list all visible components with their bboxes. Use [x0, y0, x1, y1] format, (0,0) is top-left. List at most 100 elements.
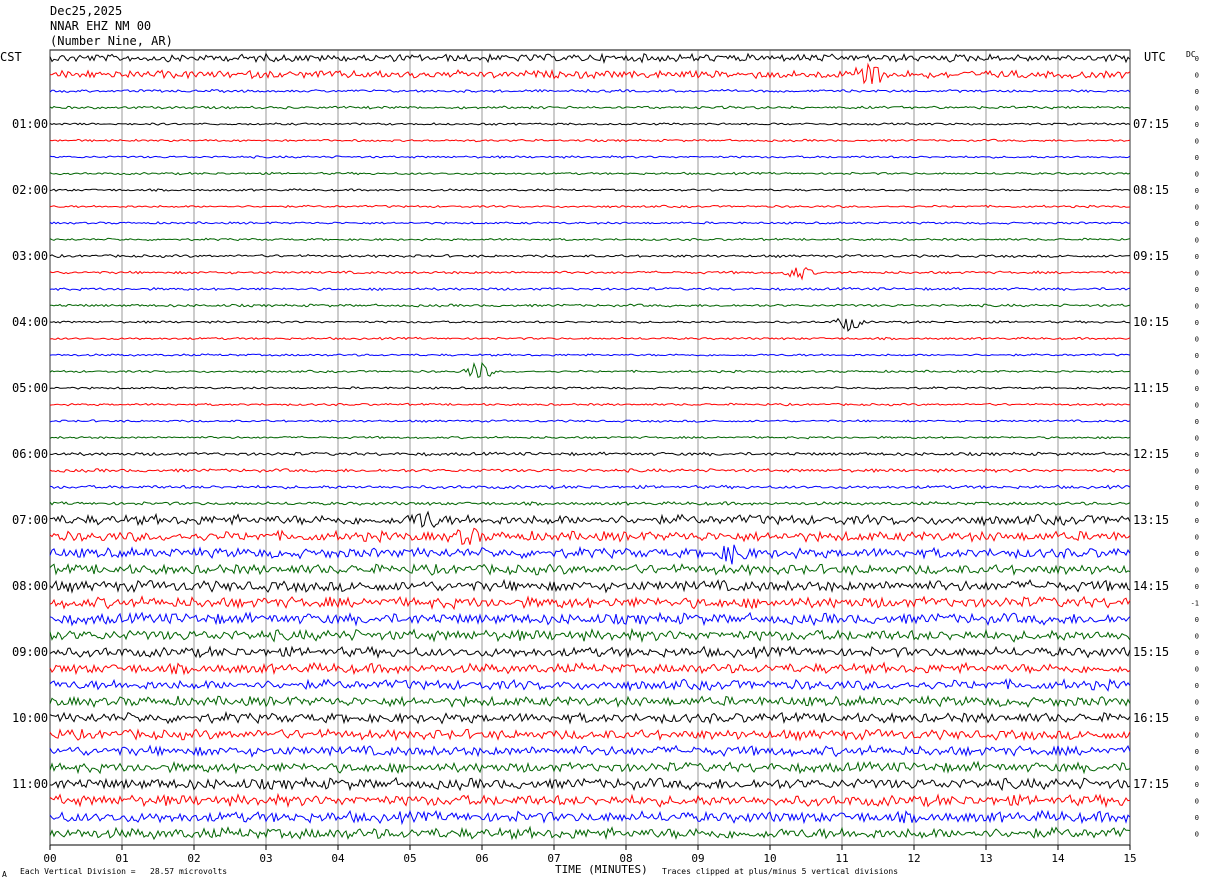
utc-hour-label: 17:15	[1133, 777, 1169, 791]
dc-offset-label: 0	[1195, 831, 1199, 839]
utc-hour-label: 15:15	[1133, 645, 1169, 659]
seismic-trace-18	[49, 353, 1131, 357]
dc-offset-label: 0	[1195, 748, 1199, 756]
dc-offset-label: 0	[1195, 501, 1199, 509]
cst-hour-label: 11:00	[12, 777, 48, 791]
corner-mark: A	[2, 870, 7, 879]
utc-hour-label: 11:15	[1133, 381, 1169, 395]
seismic-trace-16	[49, 317, 1131, 332]
seismic-trace-30	[49, 544, 1131, 565]
seismic-trace-40	[49, 710, 1131, 725]
dc-offset-label: 0	[1195, 187, 1199, 195]
cst-hour-label: 05:00	[12, 381, 48, 395]
cst-hour-label: 02:00	[12, 183, 48, 197]
dc-offset-label: 0	[1195, 385, 1199, 393]
cst-hour-label: 09:00	[12, 645, 48, 659]
seismic-trace-7	[49, 171, 1131, 176]
dc-offset-label: 0	[1195, 798, 1199, 806]
dc-offset-label: 0	[1195, 369, 1199, 377]
cst-hour-label: 07:00	[12, 513, 48, 527]
x-tick-label: 08	[619, 852, 632, 865]
utc-hour-label: 09:15	[1133, 249, 1169, 263]
dc-offset-label: 0	[1195, 451, 1199, 459]
dc-offset-label: 0	[1195, 303, 1199, 311]
dc-offset-label: 0	[1195, 105, 1199, 113]
x-tick-label: 15	[1123, 852, 1136, 865]
seismic-trace-29	[49, 527, 1131, 545]
dc-offset-label: 0	[1195, 682, 1199, 690]
seismic-trace-10	[49, 221, 1131, 225]
seismic-trace-27	[49, 501, 1131, 507]
utc-hour-label: 10:15	[1133, 315, 1169, 329]
seismic-trace-1	[49, 62, 1131, 85]
seismic-trace-44	[49, 776, 1131, 792]
x-axis-title: TIME (MINUTES)	[555, 863, 648, 876]
dc-offset-label: 0	[1195, 484, 1199, 492]
dc-offset-label: 0	[1195, 72, 1199, 80]
seismic-trace-24	[49, 451, 1131, 457]
dc-offset-label: 0	[1195, 220, 1199, 228]
seismic-trace-6	[49, 155, 1131, 159]
dc-offset-label: 0	[1195, 468, 1199, 476]
dc-offset-label: 0	[1195, 204, 1199, 212]
dc-offset-label: 0	[1195, 814, 1199, 822]
x-tick-label: 00	[43, 852, 56, 865]
seismic-trace-13	[49, 266, 1131, 281]
seismic-trace-42	[49, 744, 1131, 758]
seismic-trace-41	[49, 728, 1131, 742]
x-tick-label: 11	[835, 852, 848, 865]
cst-hour-label: 01:00	[12, 117, 48, 131]
x-tick-label: 04	[331, 852, 345, 865]
cst-hour-label: 10:00	[12, 711, 48, 725]
dc-offset-label: 0	[1195, 616, 1199, 624]
seismic-trace-3	[49, 105, 1131, 110]
station-label: NNAR EHZ NM 00	[50, 19, 152, 33]
seismic-trace-43	[49, 760, 1131, 775]
x-tick-label: 01	[115, 852, 128, 865]
seismic-trace-4	[49, 122, 1131, 126]
utc-hour-label: 13:15	[1133, 513, 1169, 527]
plot-frame	[49, 49, 1131, 846]
dc-offset-label: 0	[1195, 336, 1199, 344]
dc-offset-label: 0	[1195, 88, 1199, 96]
scale-note: Each Vertical Division = 28.57 microvolt…	[20, 867, 228, 876]
seismic-trace-11	[49, 237, 1131, 242]
seismic-trace-23	[49, 435, 1131, 440]
dc-offset-label: 0	[1195, 253, 1199, 261]
dc-offset-label: 0	[1195, 402, 1199, 410]
seismic-trace-28	[49, 510, 1131, 529]
utc-hour-label: 16:15	[1133, 711, 1169, 725]
dc-offset-label: 0	[1195, 517, 1199, 525]
dc-offset-label: 0	[1195, 55, 1199, 63]
seismic-trace-38	[49, 677, 1131, 692]
x-tick-label: 03	[259, 852, 272, 865]
seismic-trace-15	[49, 303, 1131, 308]
seismic-trace-5	[49, 138, 1131, 143]
x-tick-label: 09	[691, 852, 704, 865]
dc-offset-label: 0	[1195, 583, 1199, 591]
seismic-trace-34	[49, 611, 1131, 627]
dc-offset-label: 0	[1195, 633, 1199, 641]
dc-offset-label: 0	[1195, 715, 1199, 723]
seismic-trace-33	[49, 595, 1131, 611]
seismic-trace-2	[49, 88, 1131, 94]
seismic-trace-25	[49, 467, 1131, 474]
seismic-trace-37	[49, 661, 1131, 676]
utc-hour-label: 14:15	[1133, 579, 1169, 593]
seismic-trace-36	[49, 645, 1131, 660]
utc-hour-label: 12:15	[1133, 447, 1169, 461]
dc-offset-label: 0	[1195, 534, 1199, 542]
dc-offset-label: 0	[1195, 352, 1199, 360]
dc-offset-label: -1	[1191, 600, 1199, 608]
seismic-trace-47	[49, 825, 1131, 841]
x-tick-label: 12	[907, 852, 920, 865]
cst-hour-label: 06:00	[12, 447, 48, 461]
cst-hour-label: 03:00	[12, 249, 48, 263]
x-tick-label: 02	[187, 852, 200, 865]
seismic-trace-22	[49, 419, 1131, 423]
dc-offset-label: 0	[1195, 649, 1199, 657]
seismic-trace-8	[49, 188, 1131, 192]
x-tick-label: 13	[979, 852, 992, 865]
seismic-trace-35	[49, 627, 1131, 644]
